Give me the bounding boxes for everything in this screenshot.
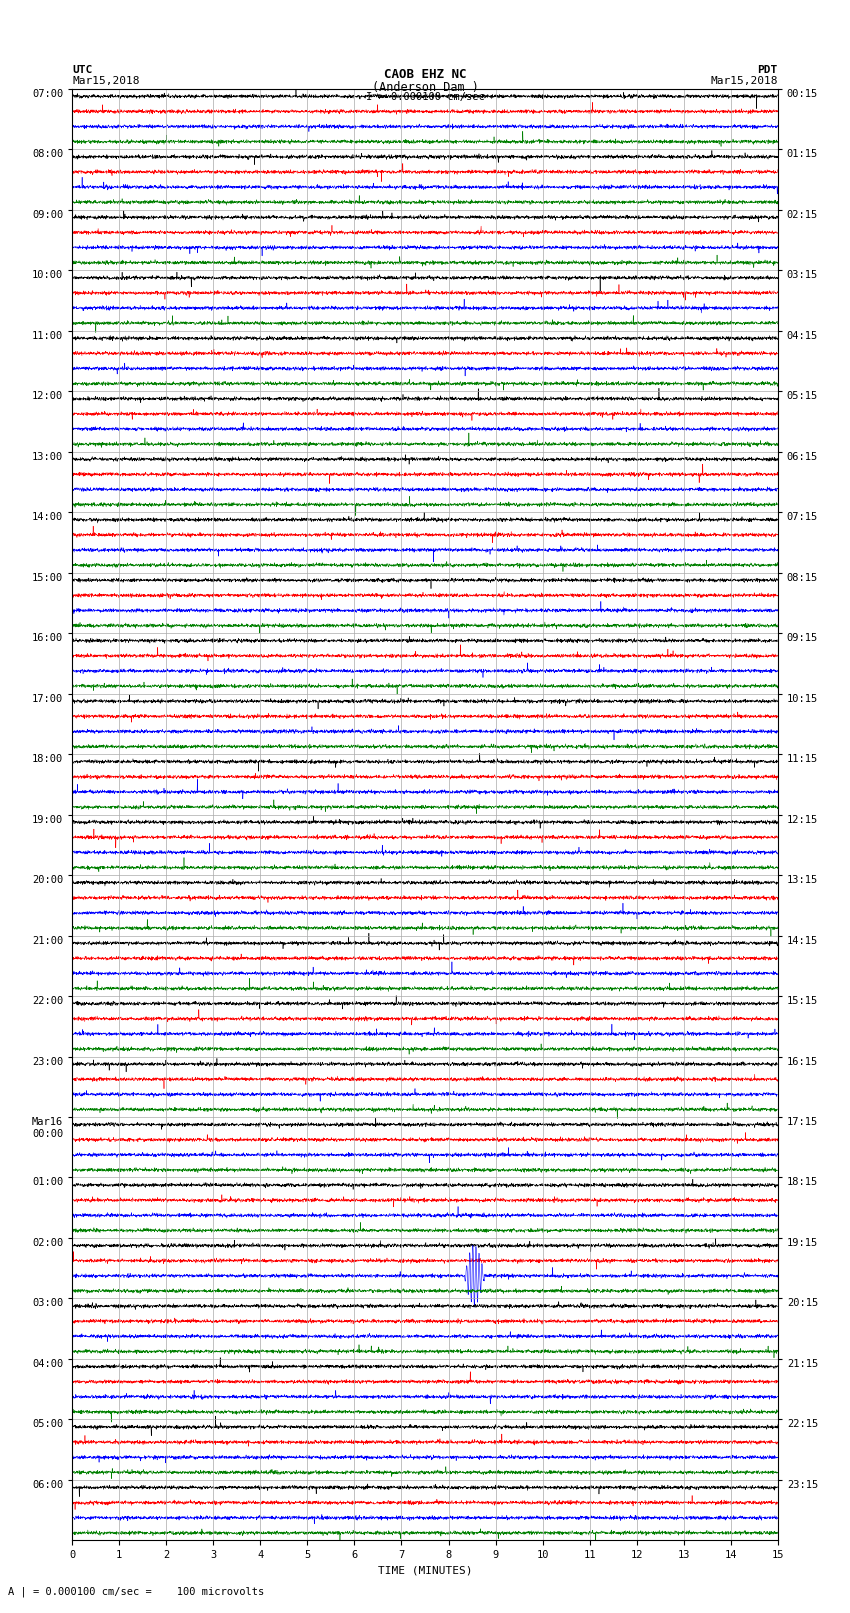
Text: Mar15,2018: Mar15,2018	[711, 76, 778, 85]
Text: UTC: UTC	[72, 65, 93, 74]
X-axis label: TIME (MINUTES): TIME (MINUTES)	[377, 1566, 473, 1576]
Text: PDT: PDT	[757, 65, 778, 74]
Text: Mar15,2018: Mar15,2018	[72, 76, 139, 85]
Text: CAOB EHZ NC: CAOB EHZ NC	[383, 68, 467, 81]
Text: (Anderson Dam ): (Anderson Dam )	[371, 81, 479, 94]
Text: I = 0.000100 cm/sec: I = 0.000100 cm/sec	[366, 92, 484, 102]
Text: A | = 0.000100 cm/sec =    100 microvolts: A | = 0.000100 cm/sec = 100 microvolts	[8, 1586, 264, 1597]
